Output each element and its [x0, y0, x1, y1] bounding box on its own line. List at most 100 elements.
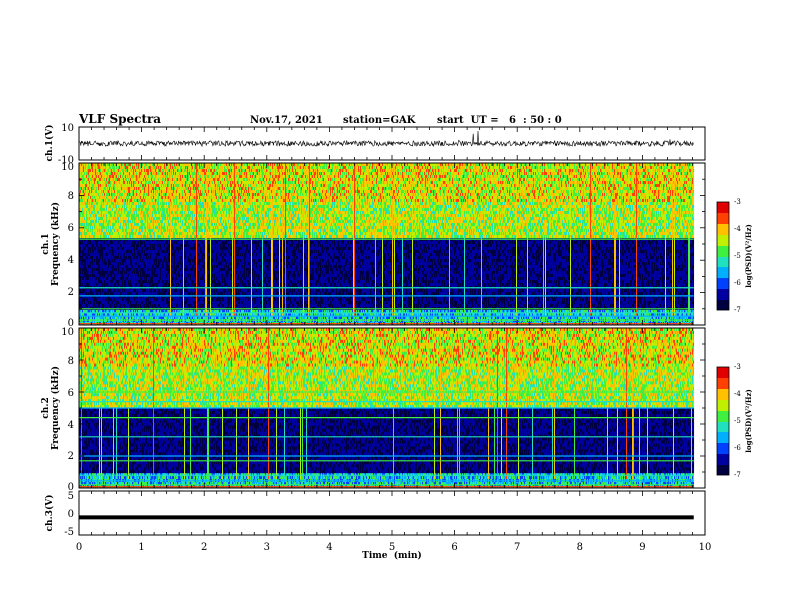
- spectrogram-cell: [102, 217, 103, 220]
- spectrogram-cell: [101, 298, 102, 301]
- spectrogram-cell: [101, 178, 102, 181]
- spectrogram-cell: [96, 172, 97, 175]
- spectrogram-cell: [99, 184, 100, 187]
- spectrogram-cell: [107, 259, 108, 262]
- spectrogram-cell: [108, 283, 109, 286]
- spectrogram-cell: [106, 259, 107, 262]
- spectrogram-cell: [92, 250, 93, 253]
- spectrogram-cell: [102, 232, 103, 235]
- spectrogram-cell: [102, 187, 103, 190]
- spectrogram-cell: [85, 208, 86, 211]
- spectrogram-cell: [108, 220, 109, 223]
- spectrogram-cell: [112, 196, 113, 199]
- spectrogram-cell: [83, 262, 84, 265]
- spectrogram-cell: [104, 184, 105, 187]
- spectrogram-cell: [87, 277, 88, 280]
- spectrogram-cell: [103, 298, 104, 301]
- spectrogram-cell: [98, 175, 99, 178]
- spectrogram-cell: [107, 196, 108, 199]
- spectrogram-cell: [81, 205, 82, 208]
- spectrogram-cell: [101, 208, 102, 211]
- spectrogram-cell: [95, 220, 96, 223]
- spectrogram-cell: [119, 202, 120, 205]
- spectrogram-cell: [93, 304, 94, 307]
- spectrogram-cell: [105, 292, 106, 295]
- spectrogram-cell: [83, 304, 84, 307]
- spectrogram-cell: [96, 232, 97, 235]
- spectrogram-cell: [107, 274, 108, 277]
- spectrogram-cell: [111, 298, 112, 301]
- spectrogram-cell: [81, 298, 82, 301]
- spectrogram-cell: [85, 220, 86, 223]
- spectrogram-cell: [118, 292, 119, 295]
- spectrogram-cell: [86, 202, 87, 205]
- spectrogram-cell: [93, 208, 94, 211]
- spectrogram-cell: [97, 202, 98, 205]
- spectrogram-cell: [90, 256, 91, 259]
- spectrogram-cell: [96, 223, 97, 226]
- spectrogram-cell: [116, 283, 117, 286]
- spectrogram-cell: [97, 289, 98, 292]
- spectrogram-cell: [115, 259, 116, 262]
- spectrogram-cell: [82, 214, 83, 217]
- spectrogram-cell: [104, 253, 105, 256]
- spectrogram-cell: [109, 235, 110, 238]
- spectrogram-cell: [103, 208, 104, 211]
- spectrogram-cell: [93, 217, 94, 220]
- spectrogram-cell: [91, 262, 92, 265]
- spectrogram-cell: [118, 169, 119, 172]
- spectrogram-cell: [88, 199, 89, 202]
- spectrogram-cell: [115, 250, 116, 253]
- spectrogram-cell: [96, 292, 97, 295]
- spectrogram-cell: [111, 181, 112, 184]
- spectrogram-cell: [102, 241, 103, 244]
- spectrogram-cell: [105, 175, 106, 178]
- spectrogram-cell: [93, 253, 94, 256]
- spectrogram-cell: [108, 229, 109, 232]
- spectrogram-cell: [93, 223, 94, 226]
- spectrogram-cell: [87, 226, 88, 229]
- spectrogram-cell: [88, 241, 89, 244]
- spectrogram-cell: [115, 292, 116, 295]
- spectrogram-cell: [103, 205, 104, 208]
- spectrogram-cell: [111, 232, 112, 235]
- spectrogram-cell: [99, 304, 100, 307]
- spectrogram-cell: [112, 199, 113, 202]
- spectrogram-cell: [88, 205, 89, 208]
- spectrogram-cell: [84, 280, 85, 283]
- spectrogram-cell: [86, 175, 87, 178]
- spectrogram-cell: [107, 283, 108, 286]
- spectrogram-cell: [106, 220, 107, 223]
- spectrogram-cell: [105, 178, 106, 181]
- spectrogram-cell: [107, 223, 108, 226]
- spectrogram-cell: [101, 244, 102, 247]
- spectrogram-cell: [117, 259, 118, 262]
- spectrogram-cell: [86, 277, 87, 280]
- spectrogram-cell: [114, 184, 115, 187]
- spectrogram-cell: [94, 211, 95, 214]
- spectrogram-cell: [106, 283, 107, 286]
- spectrogram-cell: [99, 163, 100, 166]
- spectrogram-cell: [96, 277, 97, 280]
- spectrogram-cell: [116, 226, 117, 229]
- spectrogram-cell: [83, 181, 84, 184]
- spectrogram-cell: [95, 241, 96, 244]
- spectrogram-cell: [96, 271, 97, 274]
- spectrogram-cell: [110, 262, 111, 265]
- spectrogram-cell: [88, 184, 89, 187]
- spectrogram-cell: [101, 274, 102, 277]
- spectrogram-cell: [91, 181, 92, 184]
- spectrogram-cell: [83, 208, 84, 211]
- spectrogram-cell: [85, 259, 86, 262]
- spectrogram-cell: [84, 172, 85, 175]
- spectrogram-cell: [89, 256, 90, 259]
- spectrogram-cell: [89, 175, 90, 178]
- spectrogram-cell: [105, 223, 106, 226]
- spectrogram-cell: [81, 166, 82, 169]
- spectrogram-cell: [93, 187, 94, 190]
- spectrogram-cell: [96, 301, 97, 304]
- spectrogram-cell: [89, 205, 90, 208]
- spectrogram-cell: [80, 259, 81, 262]
- spectrogram-cell: [87, 208, 88, 211]
- spectrogram-cell: [103, 280, 104, 283]
